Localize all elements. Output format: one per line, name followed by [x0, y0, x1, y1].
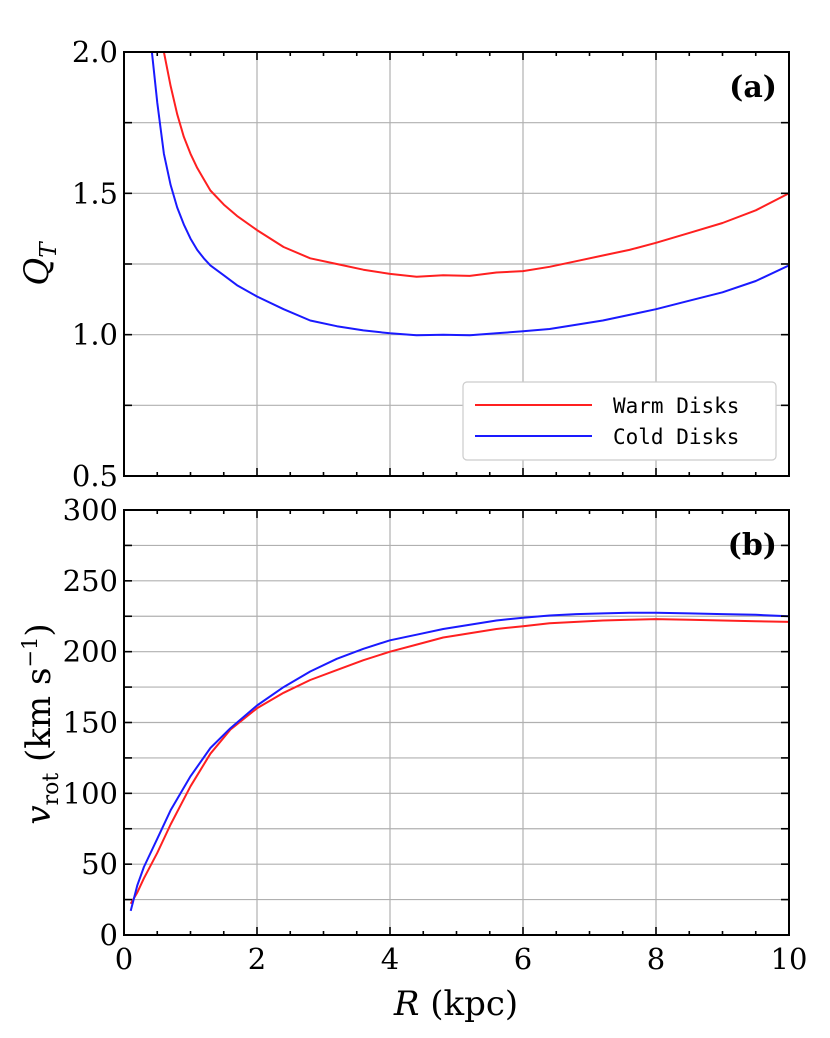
- panel-b-series: [129, 611, 789, 912]
- legend-cold-label: Cold Disks: [613, 425, 739, 449]
- panel-a-tick-labels: 0.5 1.0 1.5 2.0: [72, 35, 118, 493]
- panel-b-xlabel: R (kpc): [393, 984, 518, 1024]
- panel-a-series-warm-disks: [162, 52, 789, 278]
- panel-b-ytick-label: 300: [63, 493, 118, 527]
- panel-a-ytick-label: 0.5: [72, 459, 118, 493]
- panel-a-ylabel-sub: T: [36, 241, 62, 258]
- panel-b-grid: [123, 509, 790, 936]
- panel-a-ytick-label: 1.0: [72, 318, 118, 352]
- panel-b-ylabel-rest: (km s: [19, 668, 59, 773]
- panel-b-ytick-label: 200: [63, 635, 118, 669]
- panel-b-xtick-label: 4: [381, 942, 399, 976]
- panel-b-frame: [123, 509, 790, 936]
- panel-b-ylabel-sub: rot: [39, 773, 64, 806]
- panel-a-series: [150, 52, 789, 337]
- panel-b-xtick-label: 6: [514, 942, 532, 976]
- legend-box: [462, 381, 777, 461]
- panel-a-ytick-label: 1.5: [72, 176, 118, 210]
- panel-b-label: (b): [728, 528, 777, 563]
- panel-b-ytick-label: 250: [63, 564, 118, 598]
- panel-b-ylabel-main: v: [19, 805, 59, 824]
- panel-a-ytick-label: 2.0: [72, 35, 118, 69]
- panel-b-ylabel: vrot (km s−1): [18, 623, 64, 824]
- panel-b-xtick-label: 10: [771, 942, 808, 976]
- panel-a: 0.5 1.0 1.5 2.0 (a) Warm Disks Cold Disks Q…: [17, 35, 790, 493]
- panel-b-series-warm-disks: [129, 618, 789, 905]
- panel-b-ytick-label: 100: [63, 776, 118, 810]
- panel-a-frame: [123, 51, 790, 477]
- panel-b-xtick-label: 0: [115, 942, 133, 976]
- panel-a-series-cold-disks: [150, 52, 789, 337]
- legend-warm-label: Warm Disks: [613, 394, 739, 418]
- panel-b-ytick-label: 50: [81, 847, 118, 881]
- panel-b-ytick-label: 150: [63, 706, 118, 740]
- panel-b-ytick-label: 0: [100, 918, 118, 952]
- panel-a-ylabel: QT: [17, 241, 62, 286]
- panel-b-ylabel-sup: −1: [18, 637, 42, 668]
- panel-b-xtick-label: 2: [248, 942, 266, 976]
- panel-b-xtick-label: 8: [647, 942, 665, 976]
- legend: Warm Disks Cold Disks: [462, 381, 777, 461]
- panel-a-ylabel-main: Q: [17, 258, 57, 286]
- panel-b-xlabel-rest: (kpc): [419, 984, 518, 1024]
- panel-b-series-cold-disks: [129, 611, 789, 912]
- panel-b-xlabel-main: R: [393, 984, 420, 1024]
- panel-b-ylabel-close: ): [19, 623, 59, 636]
- panel-a-label: (a): [729, 70, 777, 105]
